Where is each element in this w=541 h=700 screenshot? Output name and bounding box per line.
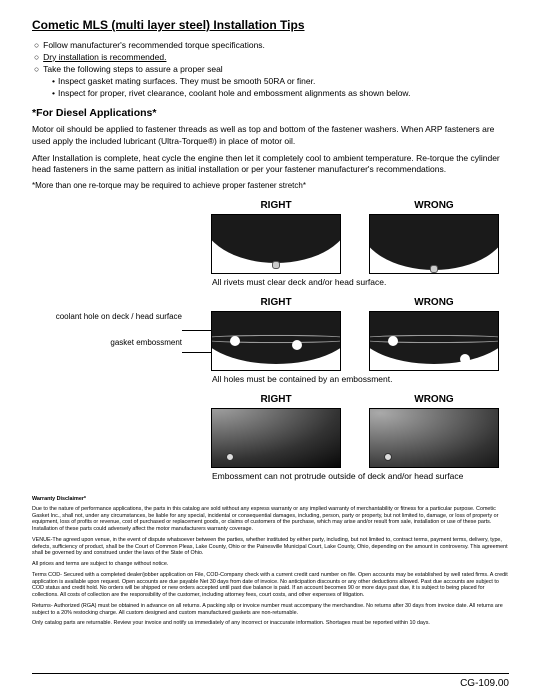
diesel-paragraph-2: After Installation is complete, heat cyc… [32,153,509,175]
label-right: RIGHT [211,393,341,406]
sub-bullet-text: Inspect gasket mating surfaces. They mus… [58,76,315,87]
label-wrong: WRONG [369,199,499,212]
doc-title: Cometic MLS (multi layer steel) Installa… [32,18,509,34]
diagram-rivet-right [211,214,341,274]
bullet-icon: ○ [34,64,39,75]
diagram-row-embossment: RIGHT WRONG Embossment can not protrude … [32,393,509,482]
disclaimer-p4: Terms COD- Secured with a completed deal… [32,572,509,599]
label-right: RIGHT [211,296,341,309]
diagram-emboss-right [211,408,341,468]
diagrams-section: RIGHT WRONG All rivets must clear deck a… [32,199,509,482]
label-right: RIGHT [211,199,341,212]
warranty-disclaimer: Warranty Disclaimer* Due to the nature o… [32,496,509,627]
diagram-row-rivets: RIGHT WRONG All rivets must clear deck a… [32,199,509,288]
sub-bullet-text: Inspect for proper, rivet clearance, coo… [58,88,410,99]
bullet-icon: ○ [34,52,39,63]
bullet-list: ○ Follow manufacturer's recommended torqu… [34,40,509,99]
diagram-rivet-wrong [369,214,499,274]
annotation-coolant: coolant hole on deck / head surface [56,312,182,322]
diesel-heading: *For Diesel Applications* [32,107,509,121]
sub-bullet-icon: • [52,76,55,87]
caption-embossment: Embossment can not protrude outside of d… [32,471,509,482]
diagram-holes-right [211,311,341,371]
bullet-text: Dry installation is recommended. [43,52,166,63]
page-footer: CG-109.00 [32,673,509,690]
annotation-gasket: gasket embossment [110,338,182,348]
disclaimer-p1: Due to the nature of performance applica… [32,506,509,533]
caption-holes: All holes must be contained by an emboss… [32,374,509,385]
disclaimer-heading: Warranty Disclaimer* [32,496,509,503]
bullet-text: Follow manufacturer's recommended torque… [43,40,265,51]
label-wrong: WRONG [369,296,499,309]
bullet-text: Take the following steps to assure a pro… [43,64,223,75]
page-code: CG-109.00 [460,678,509,689]
diagram-emboss-wrong [369,408,499,468]
diagram-holes-wrong [369,311,499,371]
disclaimer-p6: Only catalog parts are returnable. Revie… [32,620,509,627]
footnote: *More than one re-torque may be required… [32,181,509,191]
bullet-icon: ○ [34,40,39,51]
disclaimer-p2: VENUE-The agreed upon venue, in the even… [32,537,509,557]
sub-bullet-icon: • [52,88,55,99]
diagram-row-holes: coolant hole on deck / head surface gask… [32,296,509,385]
disclaimer-p5: Returns- Authorized (RGA) must be obtain… [32,603,509,617]
label-wrong: WRONG [369,393,499,406]
diesel-paragraph-1: Motor oil should be applied to fastener … [32,124,509,146]
caption-rivets: All rivets must clear deck and/or head s… [32,277,509,288]
disclaimer-p3: All prices and terms are subject to chan… [32,561,509,568]
